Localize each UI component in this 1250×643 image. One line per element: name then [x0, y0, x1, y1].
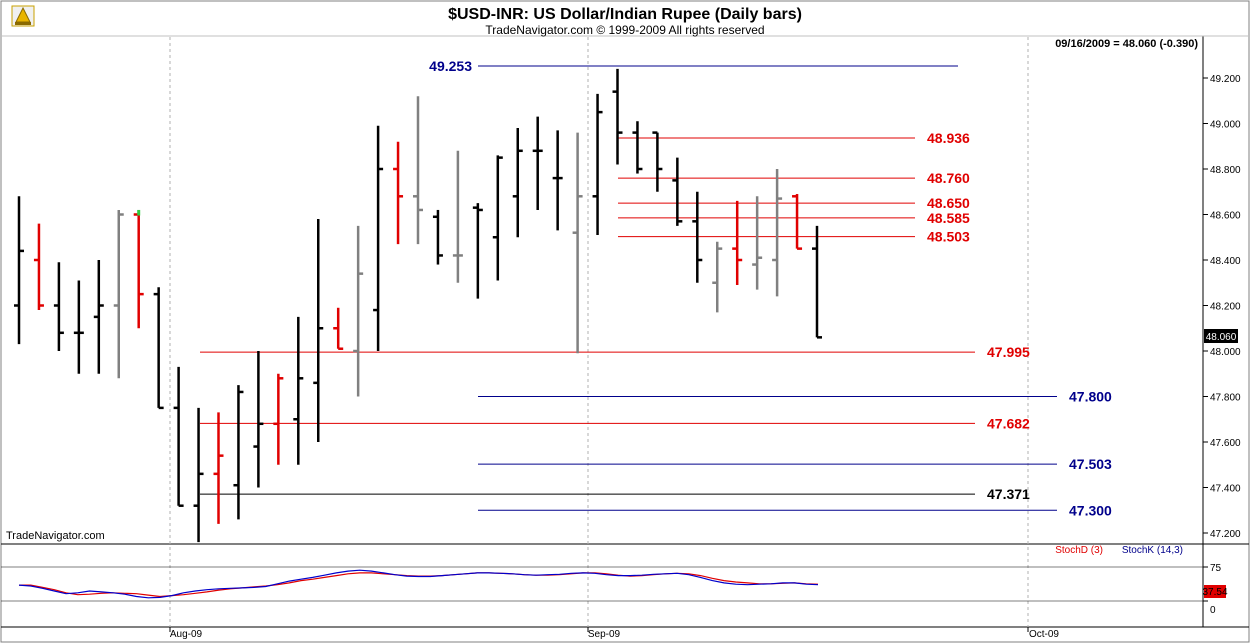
- y-tick-label: 47.600: [1210, 438, 1241, 449]
- copyright-subtitle: TradeNavigator.com © 1999-2009 All right…: [485, 23, 764, 37]
- ohlc-bar: [452, 150, 463, 283]
- y-tick-label: 47.200: [1210, 529, 1241, 540]
- ohlc-bar: [712, 241, 723, 313]
- ohlc-bar: [393, 141, 404, 245]
- ohlc-bar: [153, 287, 164, 410]
- stoch-tick-label: 75: [1210, 563, 1222, 574]
- level-label: 47.995: [987, 344, 1030, 360]
- level-label: 48.936: [927, 130, 970, 146]
- y-tick-label: 47.800: [1210, 393, 1241, 404]
- ohlc-bar: [373, 125, 384, 351]
- ohlc-bar: [333, 307, 344, 350]
- ohlc-bars: [14, 68, 822, 543]
- ohlc-bar: [53, 262, 64, 351]
- ohlc-bar: [273, 373, 284, 465]
- ohlc-bar: [472, 203, 483, 299]
- ohlc-bar: [792, 194, 803, 250]
- ohlc-bar: [772, 169, 783, 297]
- grid: [169, 37, 1029, 627]
- trade-navigator-logo-icon: [11, 5, 35, 27]
- y-tick-label: 48.200: [1210, 302, 1241, 313]
- ohlc-bar: [14, 196, 24, 345]
- ohlc-bar: [253, 351, 264, 488]
- level-label: 47.503: [1069, 456, 1112, 472]
- y-tick-label: 48.600: [1210, 211, 1241, 222]
- ohlc-bar: [552, 130, 563, 231]
- ohlc-bar: [732, 200, 743, 286]
- level-label: 47.371: [987, 486, 1030, 502]
- ohlc-bar: [692, 191, 703, 283]
- last-price-label: 48.060: [1206, 332, 1237, 343]
- ohlc-bar: [652, 131, 663, 192]
- ohlc-bar: [812, 225, 822, 339]
- ohlc-bar: [512, 128, 523, 238]
- stochastic-panel: 75 0: [1, 563, 1222, 616]
- y-tick-label: 49.000: [1210, 120, 1241, 131]
- ohlc-bar: [293, 316, 304, 465]
- ohlc-bar: [612, 68, 623, 165]
- ohlc-bar: [233, 385, 244, 520]
- ohlc-bar: [432, 209, 443, 265]
- ohlc-bar: [173, 366, 184, 507]
- x-axis: Aug-09 Sep-09 Oct-09: [169, 627, 1059, 640]
- ohlc-bar: [592, 93, 603, 235]
- stoch-last-badge: [1204, 585, 1226, 598]
- level-label: 47.300: [1069, 502, 1112, 518]
- ohlc-bar: [572, 132, 583, 354]
- ohlc-bar: [492, 155, 503, 281]
- x-tick-label: Aug-09: [170, 629, 203, 640]
- y-tick-label: 48.800: [1210, 165, 1241, 176]
- level-label: 48.760: [927, 170, 970, 186]
- level-label: 48.585: [927, 210, 970, 226]
- y-tick-label: 47.400: [1210, 484, 1241, 495]
- level-label: 49.253: [429, 58, 472, 74]
- y-tick-label: 48.400: [1210, 256, 1241, 267]
- watermark-text: TradeNavigator.com: [6, 530, 105, 542]
- level-label: 47.682: [987, 415, 1030, 431]
- stoch-k-line: [18, 569, 819, 599]
- ohlc-bar: [33, 223, 44, 311]
- ohlc-bar: [752, 196, 763, 290]
- ohlc-bar: [213, 412, 224, 524]
- ohlc-bar: [632, 121, 643, 174]
- stoch-last-label: 37.54: [1202, 587, 1227, 598]
- y-axis: 49.200 49.000 48.800 48.600 48.400 48.200 48.0…: [1203, 74, 1241, 540]
- last-quote-status: 09/16/2009 = 48.060 (-0.390): [1055, 38, 1198, 50]
- ohlc-bar: [93, 260, 104, 374]
- level-label: 47.800: [1069, 389, 1112, 405]
- ohlc-bar: [353, 225, 364, 397]
- y-tick-label: 48.000: [1210, 347, 1241, 358]
- ohlc-bar: [672, 157, 683, 226]
- stoch-d-legend: StochD (3): [1055, 545, 1103, 556]
- chart-title: $USD-INR: US Dollar/Indian Rupee (Daily …: [448, 6, 802, 23]
- x-tick-label: Sep-09: [588, 629, 621, 640]
- level-label: 48.503: [927, 229, 970, 245]
- ohlc-bar: [193, 407, 204, 543]
- ohlc-bar: [313, 219, 324, 442]
- ohlc-bar: [413, 96, 423, 245]
- ohlc-bar: [73, 280, 84, 374]
- level-label: 48.650: [927, 195, 970, 211]
- ohlc-bar: [532, 116, 543, 210]
- x-tick-label: Oct-09: [1029, 629, 1059, 640]
- stoch-tick-label: 0: [1210, 605, 1216, 616]
- stoch-k-legend: StochK (14,3): [1122, 545, 1183, 556]
- y-tick-label: 49.200: [1210, 74, 1241, 85]
- last-price-badge: [1204, 329, 1238, 343]
- ohlc-bar: [113, 209, 124, 379]
